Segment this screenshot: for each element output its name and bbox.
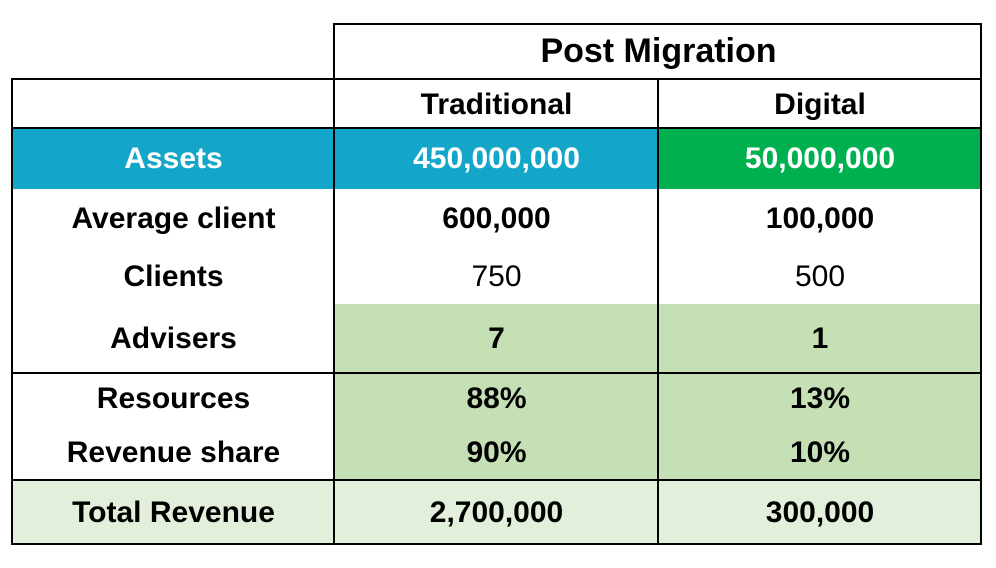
border-label-divider xyxy=(333,23,335,545)
revenue-share-label-cell: Revenue share xyxy=(12,425,335,480)
resources-label: Resources xyxy=(96,382,251,415)
total-revenue-label: Total Revenue xyxy=(72,495,275,529)
total-revenue-digital-cell: 300,000 xyxy=(658,481,982,544)
total-revenue-traditional-value: 2,700,000 xyxy=(429,495,564,529)
assets-label: Assets xyxy=(124,142,223,175)
total-revenue-digital-value: 300,000 xyxy=(765,495,875,529)
assets-traditional-value: 450,000,000 xyxy=(413,142,580,175)
border-below-column-headers xyxy=(11,127,982,129)
average-client-traditional-cell: 600,000 xyxy=(335,189,658,249)
average-client-digital-cell: 100,000 xyxy=(658,189,982,249)
column-header-traditional: Traditional xyxy=(335,80,658,129)
group-title-cell: Post Migration xyxy=(335,24,982,79)
revenue-share-traditional-cell: 90% xyxy=(335,425,658,480)
revenue-share-digital-cell: 10% xyxy=(658,425,982,480)
average-client-label: Average client xyxy=(71,202,276,235)
border-right xyxy=(980,23,982,545)
revenue-share-digital-value: 10% xyxy=(789,435,851,469)
border-below-title xyxy=(11,78,982,80)
resources-digital-value: 13% xyxy=(789,382,851,415)
border-left xyxy=(11,78,13,545)
revenue-share-traditional-value: 90% xyxy=(466,435,527,469)
column-header-digital: Digital xyxy=(658,80,982,129)
resources-label-cell: Resources xyxy=(12,373,335,425)
resources-traditional-value: 88% xyxy=(466,382,527,415)
average-client-digital-value: 100,000 xyxy=(765,202,875,235)
clients-traditional-cell: 750 xyxy=(335,249,658,304)
clients-digital-value: 500 xyxy=(794,259,846,293)
border-column-divider xyxy=(657,78,659,545)
average-client-traditional-value: 600,000 xyxy=(442,202,551,235)
advisers-traditional-cell: 7 xyxy=(335,304,658,373)
group-title: Post Migration xyxy=(540,32,777,70)
clients-label-cell: Clients xyxy=(12,249,335,304)
advisers-label: Advisers xyxy=(110,321,237,355)
assets-digital-cell: 50,000,000 xyxy=(658,129,982,189)
assets-digital-value: 50,000,000 xyxy=(744,142,896,175)
resources-traditional-cell: 88% xyxy=(335,373,658,425)
advisers-digital-value: 1 xyxy=(811,321,829,355)
assets-traditional-cell: 450,000,000 xyxy=(335,129,658,189)
clients-digital-cell: 500 xyxy=(658,249,982,304)
revenue-share-label: Revenue share xyxy=(66,435,281,469)
total-revenue-traditional-cell: 2,700,000 xyxy=(335,481,658,544)
border-above-total xyxy=(11,479,982,481)
border-bottom xyxy=(11,543,982,545)
column-header-digital-label: Digital xyxy=(774,87,866,121)
clients-label: Clients xyxy=(123,259,224,293)
advisers-digital-cell: 1 xyxy=(658,304,982,373)
column-header-traditional-label: Traditional xyxy=(420,87,573,121)
total-revenue-label-cell: Total Revenue xyxy=(12,481,335,544)
assets-label-cell: Assets xyxy=(12,129,335,189)
advisers-label-cell: Advisers xyxy=(12,304,335,373)
border-above-resources xyxy=(11,372,982,374)
clients-traditional-value: 750 xyxy=(471,259,522,293)
border-top-header xyxy=(334,23,982,25)
advisers-traditional-value: 7 xyxy=(488,321,505,355)
average-client-label-cell: Average client xyxy=(12,189,335,249)
resources-digital-cell: 13% xyxy=(658,373,982,425)
